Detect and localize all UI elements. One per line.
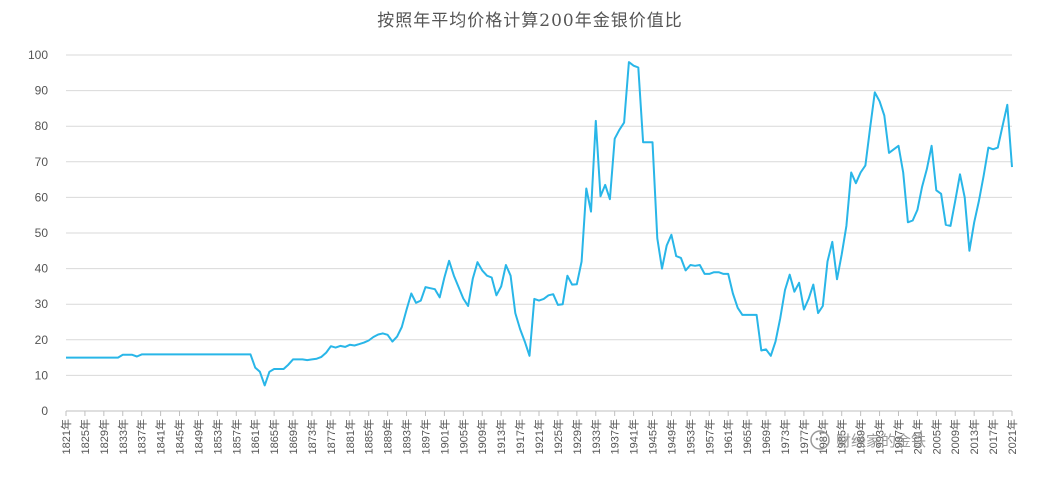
x-tick-label: 1913年 (494, 419, 508, 454)
x-tick-label: 1897年 (418, 419, 432, 454)
watermark: 财经家的金铁 (810, 430, 926, 450)
x-tick-label: 1997年 (891, 419, 905, 454)
x-tick-label: 2009年 (948, 419, 962, 454)
y-tick-label: 80 (35, 119, 49, 133)
x-tick-label: 2005年 (929, 419, 943, 454)
x-tick-label: 1977年 (797, 419, 811, 454)
y-tick-label: 20 (35, 333, 49, 347)
x-tick-label: 1821年 (59, 419, 73, 454)
y-axis-ticks: 0 10 20 30 40 50 60 70 80 90 100 (28, 48, 48, 418)
x-tick-label: 1989年 (854, 419, 868, 454)
x-tick-label: 1829年 (97, 419, 111, 454)
x-tick-label: 2001年 (910, 419, 924, 454)
x-tick-label: 1881年 (343, 419, 357, 454)
x-tick-label: 1857年 (229, 419, 243, 454)
x-tick-label: 1949年 (664, 419, 678, 454)
watermark-text: 财经家的金铁 (836, 432, 926, 450)
y-tick-label: 40 (35, 262, 49, 276)
x-tick-label: 1865年 (267, 419, 281, 454)
x-tick-label: 1929年 (570, 419, 584, 454)
y-tick-label: 50 (35, 226, 49, 240)
x-tick-label: 1961年 (721, 419, 735, 454)
x-tick-label: 1969年 (759, 419, 773, 454)
x-tick-label: 1973年 (778, 419, 792, 454)
y-tick-label: 70 (35, 155, 49, 169)
x-tick-label: 1901年 (437, 419, 451, 454)
x-tick-label: 1917年 (513, 419, 527, 454)
x-tick-label: 1925年 (551, 419, 565, 454)
chart-title: 按照年平均价格计算200年金银价值比 (377, 11, 682, 31)
y-tick-label: 30 (35, 297, 49, 311)
gridlines (66, 54, 1012, 412)
y-tick-label: 0 (41, 404, 48, 418)
x-tick-label: 2017年 (986, 419, 1000, 454)
x-tick-label: 1953年 (683, 419, 697, 454)
x-tick-label: 1869年 (286, 419, 300, 454)
x-tick-label: 1933年 (589, 419, 603, 454)
x-tick-label: 1985年 (835, 419, 849, 454)
series-line-gold-silver-ratio (66, 61, 1013, 387)
x-tick-label: 1993年 (873, 419, 887, 454)
x-tick-label: 2013年 (967, 419, 981, 454)
x-tick-label: 2021年 (1005, 419, 1019, 454)
x-tick-label: 1861年 (248, 419, 262, 454)
x-tick-label: 1905年 (456, 419, 470, 454)
y-tick-label: 10 (35, 368, 49, 382)
x-tick-label: 1937年 (608, 419, 622, 454)
x-tick-label: 1945年 (646, 419, 660, 454)
x-tick-label: 1849年 (191, 419, 205, 454)
x-tick-label: 1921年 (532, 419, 546, 454)
x-tick-label: 1941年 (627, 419, 641, 454)
x-tick-label: 1825年 (78, 419, 92, 454)
x-tick-label: 1853年 (210, 419, 224, 454)
y-tick-label: 100 (28, 48, 48, 62)
x-tick-label: 1885年 (362, 419, 376, 454)
x-tick-label: 1889年 (381, 419, 395, 454)
y-tick-label: 60 (35, 190, 49, 204)
x-axis-ticks: 1821年 1825年 1829年 1833年 1837年 1841年 1845年 1849年… (59, 411, 1019, 454)
x-tick-label: 1833年 (116, 419, 130, 454)
x-tick-label: 1893年 (400, 419, 414, 454)
x-tick-label: 1845年 (173, 419, 187, 454)
y-tick-label: 90 (35, 84, 49, 98)
x-tick-label: 1873年 (305, 419, 319, 454)
wechat-icon (810, 430, 830, 450)
x-tick-label: 1957年 (702, 419, 716, 454)
x-tick-label: 1837年 (135, 419, 149, 454)
x-tick-label: 1909年 (475, 419, 489, 454)
x-tick-label: 1877年 (324, 419, 338, 454)
x-tick-label: 1965年 (740, 419, 754, 454)
x-tick-label: 1841年 (154, 419, 168, 454)
